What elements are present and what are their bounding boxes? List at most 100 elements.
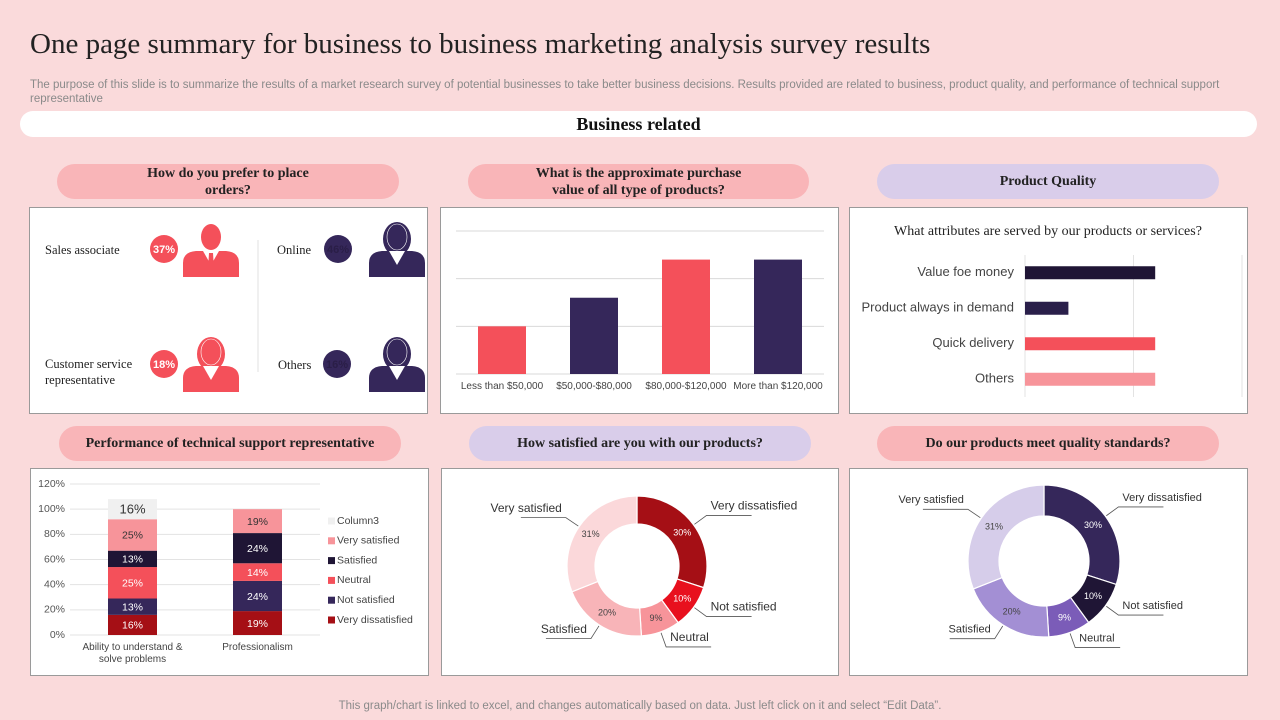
data-label: 13% <box>122 601 143 613</box>
leader-line <box>694 607 752 617</box>
heading-pill: Performance of technical support represe… <box>59 426 401 461</box>
heading: How satisfied are you with our products? <box>517 436 763 451</box>
icon-head <box>386 223 408 251</box>
y-tick-label: 0% <box>50 629 65 641</box>
legend-label: Neutral <box>337 574 371 586</box>
category-label: Very satisfied <box>490 501 561 515</box>
bar <box>662 259 710 374</box>
donut-segment <box>967 484 1045 590</box>
heading: Performance of technical support represe… <box>85 436 375 451</box>
legend-label: Column3 <box>337 515 379 527</box>
x-tick-label: Professionalism <box>222 642 293 653</box>
value-badge <box>150 350 178 378</box>
legend-swatch <box>328 537 335 545</box>
option-label: Online <box>277 243 312 257</box>
data-label: 10% <box>1084 591 1102 601</box>
leader-line <box>545 625 600 640</box>
bar-segment <box>233 533 282 564</box>
icon-collar <box>203 366 219 380</box>
bar <box>1025 372 1156 386</box>
legend-swatch <box>328 576 335 584</box>
data-label: 20% <box>1003 606 1021 616</box>
chart-subtitle: What attributes are served by our produc… <box>894 224 1202 239</box>
option-label: Others <box>278 358 312 372</box>
icon-head <box>200 338 222 366</box>
option-label: Customer service representative <box>45 357 133 387</box>
icon-collar <box>389 251 405 265</box>
leader-line <box>922 508 981 519</box>
heading-pill: Do our products meet quality standards? <box>877 426 1219 461</box>
heading-pill: How do you prefer to place orders? <box>57 164 399 199</box>
data-label: 13% <box>122 554 143 566</box>
bar-segment <box>108 499 157 520</box>
data-label: 31% <box>582 529 600 539</box>
bar-segment <box>233 509 282 534</box>
y-tick-label: 100% <box>38 503 65 515</box>
category-label: Very dissatisfied <box>1122 492 1201 504</box>
panel <box>30 468 429 676</box>
data-label: 19% <box>247 618 268 630</box>
icon-head <box>386 338 408 366</box>
option-value: 16% <box>326 359 348 371</box>
category-label: Very satisfied <box>898 494 963 506</box>
category-label: Satisfied <box>949 624 991 636</box>
category-label: Not satisfied <box>711 600 777 614</box>
title: One page summary for business to busines… <box>30 28 931 60</box>
data-label: 19% <box>247 516 268 528</box>
x-tick-label: $50,000-$80,000 <box>556 381 632 392</box>
y-tick-label: Value foe money <box>917 264 1014 279</box>
bar-segment <box>108 567 157 599</box>
data-label: 24% <box>247 543 268 555</box>
heading: Product Quality <box>999 174 1097 189</box>
data-label: 30% <box>1084 520 1102 530</box>
data-label: 10% <box>673 593 691 603</box>
data-label: 14% <box>247 567 268 579</box>
bar <box>478 326 526 374</box>
option-value: 37% <box>153 244 175 256</box>
option-label: Sales associate <box>45 243 120 257</box>
subtitle: The purpose of this slide is to summariz… <box>30 79 1220 105</box>
icon-head <box>201 224 221 250</box>
bar-segment <box>108 598 157 615</box>
heading-pill: What is the approximate purchase value o… <box>468 164 809 199</box>
x-tick-label: More than $120,000 <box>733 381 823 392</box>
section-title: Business related <box>20 111 1257 137</box>
data-label: 16% <box>122 620 143 632</box>
y-tick-label: Quick delivery <box>932 335 1014 350</box>
leader-line <box>1069 633 1121 648</box>
y-tick-label: Product always in demand <box>862 300 1014 315</box>
leader-line <box>949 625 1004 640</box>
y-tick-label: 80% <box>44 528 65 540</box>
bar-segment <box>108 550 157 568</box>
bar-segment <box>233 611 282 635</box>
y-tick-label: 20% <box>44 604 65 616</box>
data-label: 24% <box>247 591 268 603</box>
leader-line <box>660 632 712 648</box>
leader-line <box>1106 605 1164 616</box>
data-label: 9% <box>649 613 662 623</box>
legend-swatch <box>328 616 335 624</box>
data-label: 30% <box>673 527 691 537</box>
bar-segment <box>233 563 282 581</box>
heading: Do our products meet quality standards? <box>925 436 1171 451</box>
option-value: 18% <box>153 359 175 371</box>
heading-pill: How satisfied are you with our products? <box>469 426 811 461</box>
legend-label: Satisfied <box>337 554 377 566</box>
legend-swatch <box>328 517 335 525</box>
bar <box>754 259 802 374</box>
data-label: 16% <box>119 502 145 517</box>
y-tick-label: Others <box>975 371 1015 386</box>
legend-label: Very dissatisfied <box>337 614 413 626</box>
data-label: 20% <box>598 608 616 618</box>
x-tick-label: Less than $50,000 <box>460 381 544 392</box>
bar-segment <box>108 614 157 635</box>
donut-segment <box>636 495 708 589</box>
bar <box>1025 337 1156 351</box>
category-label: Neutral <box>670 630 709 644</box>
bar <box>1025 301 1069 315</box>
y-tick-label: 40% <box>44 578 65 590</box>
data-label: 31% <box>985 521 1003 531</box>
leader-line <box>694 515 752 525</box>
